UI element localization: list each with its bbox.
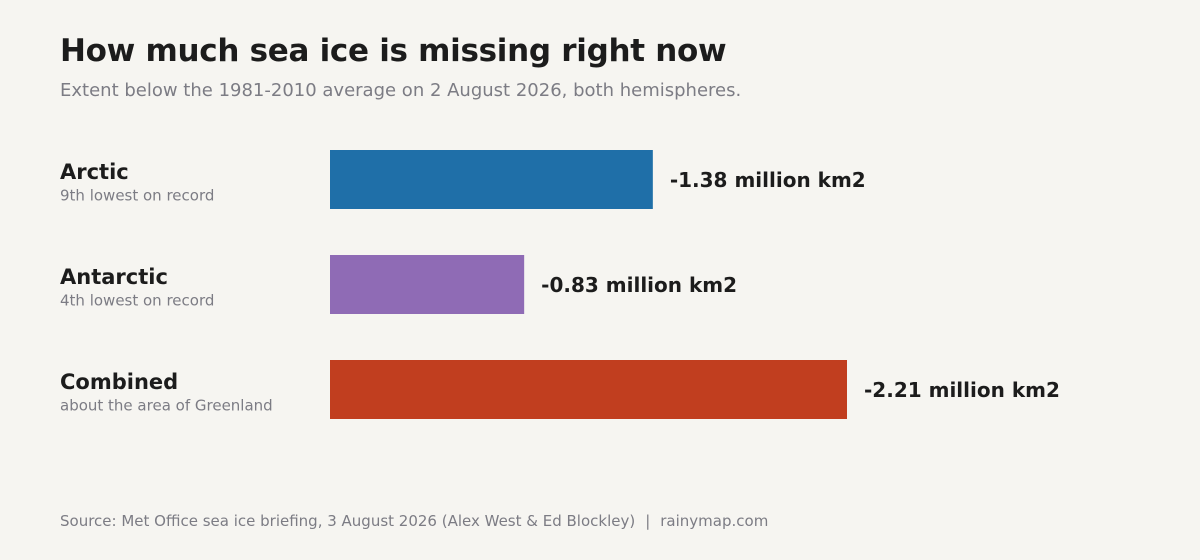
category-label-antarctic: Antarctic <box>60 265 168 289</box>
category-sublabel-antarctic: 4th lowest on record <box>60 292 214 310</box>
category-label-arctic: Arctic <box>60 160 129 184</box>
category-label-combined: Combined <box>60 370 178 394</box>
category-sublabel-combined: about the area of Greenland <box>60 397 273 415</box>
bar-combined <box>330 360 847 419</box>
footer-separator: | <box>645 512 651 530</box>
source-credit: Source: Met Office sea ice briefing, 3 A… <box>60 512 636 530</box>
site-credit: rainymap.com <box>660 512 769 530</box>
value-label-antarctic: -0.83 million km2 <box>541 273 737 297</box>
category-sublabel-arctic: 9th lowest on record <box>60 187 214 205</box>
bar-arctic <box>330 150 653 209</box>
value-label-arctic: -1.38 million km2 <box>670 168 866 192</box>
footer: Source: Met Office sea ice briefing, 3 A… <box>60 512 768 530</box>
chart-subtitle: Extent below the 1981-2010 average on 2 … <box>60 80 742 101</box>
value-label-combined: -2.21 million km2 <box>864 378 1060 402</box>
bar-antarctic <box>330 255 525 314</box>
chart-title: How much sea ice is missing right now <box>60 33 727 69</box>
